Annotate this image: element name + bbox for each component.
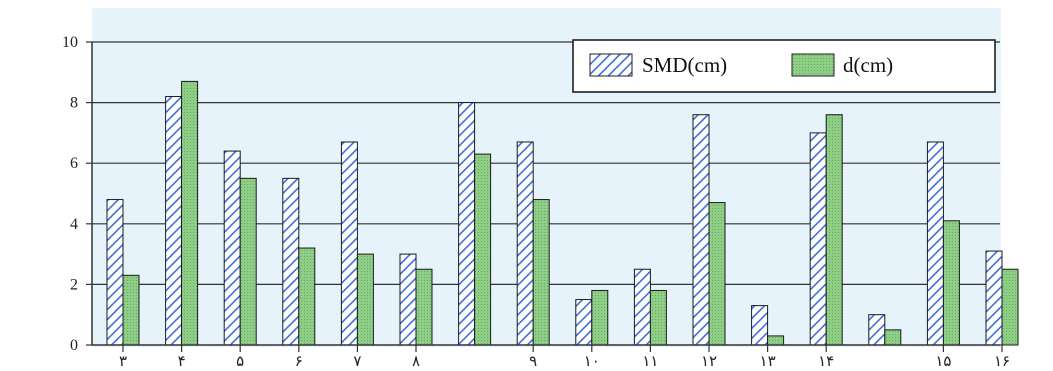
bar-d bbox=[298, 247, 316, 346]
y-tick-label: 6 bbox=[70, 155, 78, 172]
x-tick-label: ۴ bbox=[178, 352, 186, 370]
bar-d bbox=[181, 80, 199, 346]
x-tick-label: ۶ bbox=[295, 352, 303, 370]
x-tick-labels: ۳ ۴ ۵ ۶ ۷ ۸ ۹ ۱۰ ۱۱ ۱۲ ۱۳ ۱۴ ۱۵ ۱۶ bbox=[119, 345, 1010, 370]
bar-d bbox=[649, 289, 667, 346]
y-tick-label: 0 bbox=[70, 337, 78, 354]
bar-d bbox=[591, 289, 609, 346]
legend-label-d: d(cm) bbox=[843, 53, 893, 77]
y-tick-label: 10 bbox=[62, 34, 78, 51]
bar-d bbox=[767, 335, 785, 346]
y-tick-label: 2 bbox=[70, 276, 78, 293]
bar-d bbox=[122, 274, 140, 346]
y-tick-labels: 0 2 4 6 8 10 bbox=[62, 34, 92, 354]
x-tick-label: ۱۴ bbox=[818, 352, 834, 370]
x-tick-label: ۱۱ bbox=[642, 352, 658, 370]
bar-smd bbox=[575, 299, 593, 346]
legend-label-smd: SMD(cm) bbox=[642, 53, 727, 77]
bar-smd bbox=[223, 150, 241, 346]
bar-smd bbox=[868, 314, 886, 346]
bar-d bbox=[884, 329, 902, 346]
legend-box bbox=[572, 39, 996, 93]
x-tick-label: ۹ bbox=[529, 352, 537, 370]
x-tick-label: ۵ bbox=[236, 352, 244, 370]
x-tick-label: ۱۵ bbox=[935, 352, 951, 370]
bar-smd bbox=[926, 141, 944, 346]
x-tick-label: ۷ bbox=[353, 352, 361, 370]
x-tick-label: ۱۶ bbox=[994, 352, 1010, 370]
bar-d bbox=[356, 253, 374, 346]
bar-smd bbox=[340, 141, 358, 346]
bar-smd bbox=[751, 305, 769, 346]
bar-smd bbox=[458, 102, 476, 346]
x-tick-label: ۸ bbox=[412, 352, 420, 370]
y-tick-label: 8 bbox=[70, 95, 78, 112]
bar-d bbox=[415, 268, 433, 346]
legend-swatch-d bbox=[791, 53, 835, 77]
legend-swatch-smd bbox=[589, 53, 633, 77]
bar-smd bbox=[985, 250, 1003, 346]
bar-d bbox=[532, 199, 550, 346]
bar-smd bbox=[165, 96, 183, 346]
bar-smd bbox=[282, 177, 300, 346]
bar-smd bbox=[399, 253, 417, 346]
legend: SMD(cm) d(cm) bbox=[572, 39, 996, 93]
bar-d bbox=[1001, 268, 1019, 346]
bar-smd bbox=[516, 141, 534, 346]
x-tick-label: ۱۳ bbox=[760, 352, 776, 370]
bar-d bbox=[942, 220, 960, 346]
bar-smd bbox=[106, 199, 124, 346]
bar-d bbox=[825, 114, 843, 346]
x-tick-label: ۳ bbox=[119, 352, 127, 370]
bar-d bbox=[239, 177, 257, 346]
bar-smd bbox=[692, 114, 710, 346]
bar-d bbox=[474, 153, 492, 346]
bar-d bbox=[708, 202, 726, 346]
y-tick-label: 4 bbox=[70, 216, 78, 233]
bar-smd bbox=[809, 132, 827, 346]
x-tick-label: ۱۲ bbox=[701, 352, 717, 370]
bar-smd bbox=[633, 268, 651, 346]
x-tick-label: ۱۰ bbox=[584, 352, 600, 370]
